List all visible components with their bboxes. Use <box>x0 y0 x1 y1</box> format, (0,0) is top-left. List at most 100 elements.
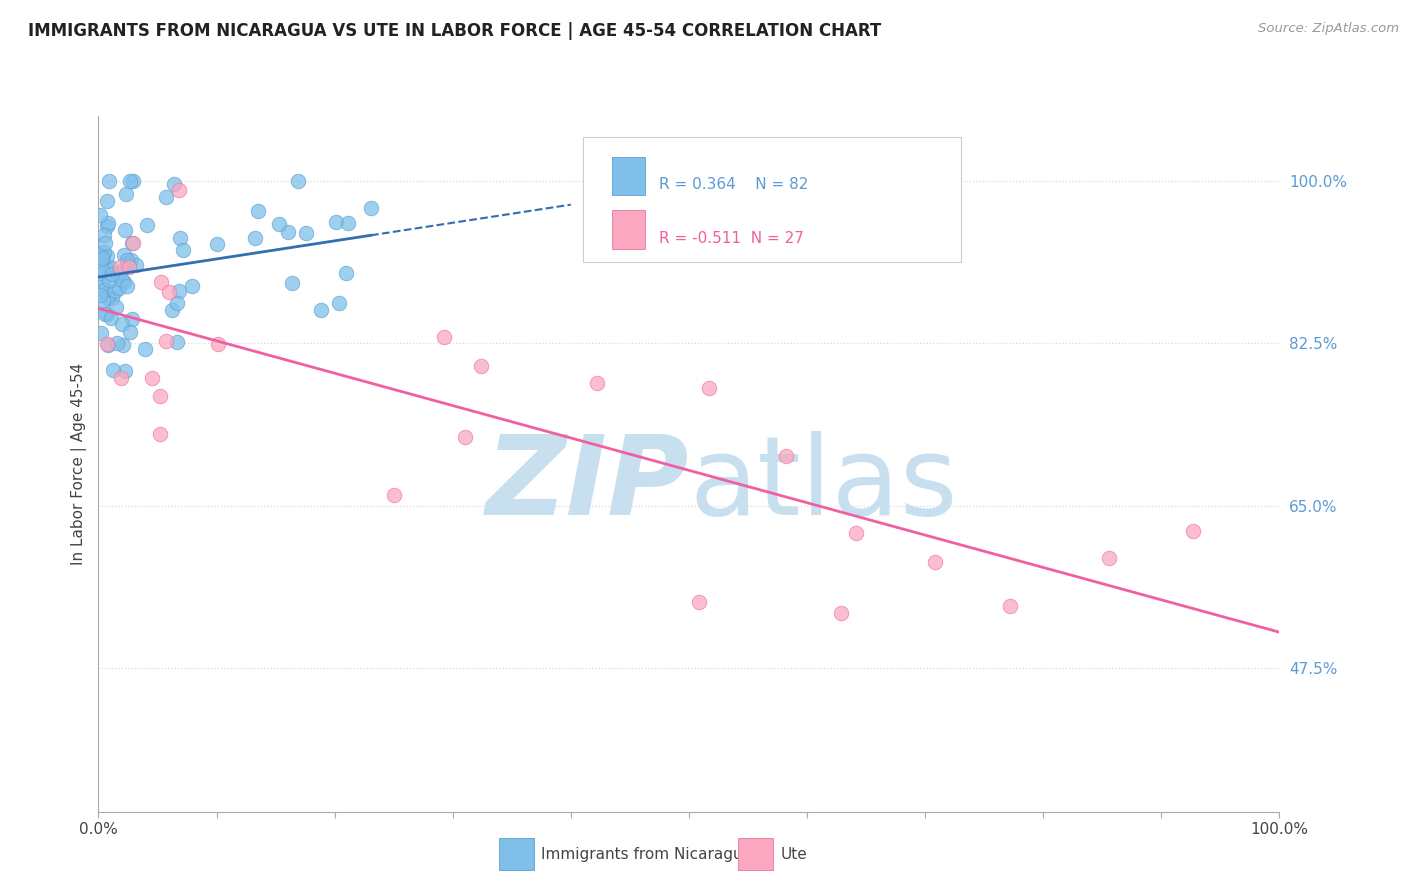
Point <box>98 260 121 275</box>
Point <box>90 326 112 340</box>
Point <box>205 237 228 252</box>
Point <box>97 291 120 305</box>
FancyBboxPatch shape <box>612 211 645 249</box>
Point <box>277 225 299 239</box>
Point <box>830 606 852 620</box>
Point <box>91 248 114 262</box>
Point <box>96 336 118 351</box>
Point <box>433 330 456 344</box>
Point <box>181 279 204 293</box>
FancyBboxPatch shape <box>582 136 960 262</box>
Point <box>267 217 290 231</box>
Point <box>91 263 114 277</box>
Point <box>100 311 122 326</box>
Point <box>114 222 136 236</box>
Point <box>155 190 177 204</box>
Point <box>336 217 359 231</box>
Point <box>110 371 132 385</box>
Text: ZIP: ZIP <box>485 431 689 538</box>
Point <box>93 283 115 297</box>
Point <box>89 288 111 302</box>
Point <box>1098 551 1121 566</box>
Point <box>112 248 135 262</box>
Point <box>96 194 118 208</box>
Point <box>93 227 115 242</box>
Point <box>149 276 172 290</box>
Point <box>89 266 111 280</box>
Point <box>90 282 112 296</box>
Point <box>699 381 721 395</box>
Point <box>111 273 134 287</box>
Point <box>112 275 135 289</box>
Point <box>91 277 114 292</box>
Point <box>121 312 143 326</box>
Point <box>105 268 128 282</box>
Point <box>281 276 304 290</box>
Point <box>166 334 188 349</box>
Point <box>96 219 118 233</box>
Point <box>166 295 188 310</box>
Point <box>470 359 492 373</box>
Point <box>91 252 114 267</box>
Point <box>101 291 124 305</box>
Point <box>382 488 405 502</box>
Point <box>163 177 186 191</box>
Point <box>118 257 141 271</box>
Point <box>845 526 868 541</box>
Point <box>585 376 607 390</box>
Point <box>157 285 180 300</box>
Point <box>207 337 229 351</box>
Text: Ute: Ute <box>780 847 807 862</box>
Point <box>245 231 267 245</box>
Point <box>325 215 347 229</box>
Point <box>122 174 145 188</box>
Point <box>91 293 114 307</box>
Point <box>115 187 138 202</box>
Point <box>93 245 115 260</box>
Point <box>775 449 797 463</box>
Point <box>247 204 270 219</box>
Text: R = -0.511  N = 27: R = -0.511 N = 27 <box>659 231 804 246</box>
Y-axis label: In Labor Force | Age 45-54: In Labor Force | Age 45-54 <box>72 363 87 565</box>
Point <box>294 226 316 240</box>
Point <box>100 267 122 281</box>
Point <box>103 285 125 299</box>
Point <box>90 251 112 265</box>
Point <box>141 370 163 384</box>
Point <box>112 338 135 352</box>
Point <box>120 253 142 268</box>
Point <box>121 235 143 250</box>
Point <box>97 216 120 230</box>
Point <box>94 307 117 321</box>
Point <box>108 281 131 295</box>
Point <box>688 595 710 609</box>
Point <box>328 295 350 310</box>
Point <box>96 260 118 275</box>
Text: IMMIGRANTS FROM NICARAGUA VS UTE IN LABOR FORCE | AGE 45-54 CORRELATION CHART: IMMIGRANTS FROM NICARAGUA VS UTE IN LABO… <box>28 22 882 40</box>
Point <box>108 260 131 274</box>
FancyBboxPatch shape <box>612 157 645 195</box>
Point <box>149 427 172 442</box>
Point <box>160 303 183 318</box>
Point <box>105 335 128 350</box>
Point <box>98 273 121 287</box>
Point <box>134 342 156 356</box>
Point <box>136 218 159 232</box>
Point <box>96 307 118 321</box>
Point <box>120 325 142 339</box>
Point <box>149 389 172 403</box>
Point <box>167 284 190 298</box>
Point <box>97 337 120 351</box>
Point <box>117 258 139 272</box>
Point <box>924 555 946 569</box>
Point <box>155 334 177 349</box>
Point <box>1181 524 1204 539</box>
Text: atlas: atlas <box>689 431 957 538</box>
Point <box>111 318 134 332</box>
Text: Source: ZipAtlas.com: Source: ZipAtlas.com <box>1258 22 1399 36</box>
Point <box>93 235 115 250</box>
Point <box>122 235 145 250</box>
Point <box>125 258 148 272</box>
Point <box>169 231 191 245</box>
Text: Immigrants from Nicaragua: Immigrants from Nicaragua <box>541 847 752 862</box>
